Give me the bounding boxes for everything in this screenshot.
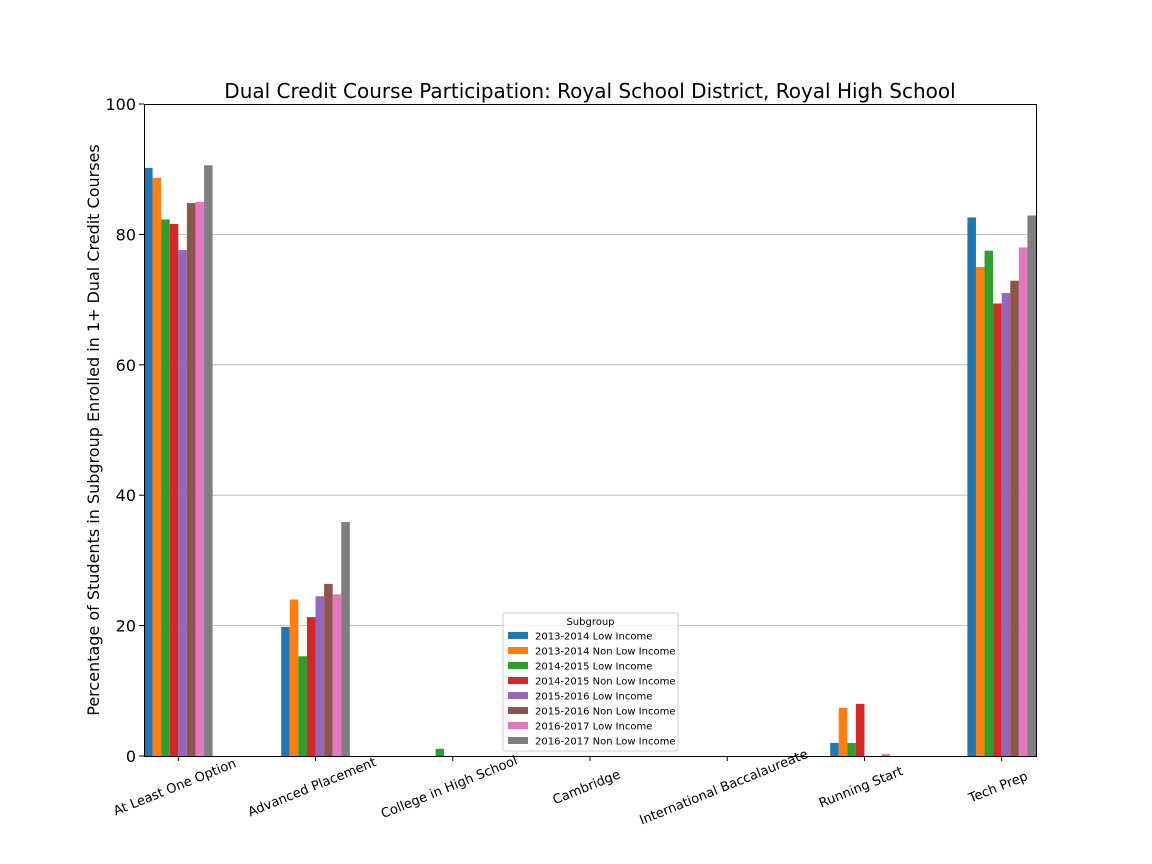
bar [984, 250, 994, 756]
y-tick-label: 20 [116, 617, 136, 636]
legend-swatch [508, 692, 528, 699]
bar [975, 267, 985, 756]
x-tick-label: International Baccalaureate [638, 747, 811, 828]
bar [289, 599, 299, 756]
bar [830, 742, 839, 756]
bar [152, 177, 162, 756]
gridlines [144, 233, 1036, 626]
y-axis-label: Percentage of Students in Subgroup Enrol… [84, 144, 103, 715]
bar [847, 742, 856, 756]
legend-swatch [508, 737, 528, 744]
x-axis: At Least One Option Advanced Placement Col… [112, 747, 1030, 828]
legend-label: 2015-2016 Low Income [535, 692, 652, 703]
bar [306, 617, 316, 756]
bar [161, 219, 170, 757]
bar [178, 250, 187, 756]
x-tick-label: Running Start [817, 764, 905, 811]
bar [324, 583, 333, 756]
bar [169, 223, 179, 756]
bars [144, 165, 1036, 757]
x-tick-label: Tech Prep [966, 769, 1030, 807]
legend-label: 2013-2014 Non Low Income [535, 647, 675, 658]
bar [195, 201, 205, 757]
bar [281, 626, 290, 756]
legend-label: 2014-2015 Low Income [535, 662, 652, 673]
bar [1001, 293, 1011, 756]
legend-label: 2016-2017 Non Low Income [535, 737, 675, 748]
bar [144, 167, 153, 756]
x-tick-label: Cambridge [551, 767, 623, 808]
y-tick-label: 100 [105, 95, 136, 114]
bar [186, 203, 196, 756]
legend: Subgroup 2013-2014 Low Income 2013-2014 N… [502, 612, 679, 752]
bar [315, 596, 325, 756]
legend-swatch [508, 632, 528, 639]
x-tick-label: College in High School [379, 753, 520, 822]
y-tick-label: 0 [126, 747, 136, 766]
bar [204, 165, 213, 757]
bar [341, 521, 350, 756]
bar [838, 707, 848, 756]
y-tick-label: 40 [116, 486, 136, 505]
legend-title: Subgroup [566, 617, 614, 628]
bar [881, 754, 891, 756]
legend-swatch [508, 722, 528, 729]
bar [298, 656, 307, 756]
chart-title: Dual Credit Course Participation: Royal … [224, 79, 955, 103]
legend-label: 2013-2014 Low Income [535, 632, 652, 643]
bar [332, 594, 342, 756]
legend-swatch [508, 662, 528, 669]
x-tick-label: Advanced Placement [246, 755, 379, 820]
legend-label: 2015-2016 Non Low Income [535, 707, 675, 718]
legend-swatch [508, 677, 528, 684]
legend-swatch [508, 707, 528, 714]
legend-frame [502, 612, 679, 752]
bar [435, 748, 445, 756]
y-tick-label: 80 [116, 225, 136, 244]
bar [967, 217, 976, 756]
legend-swatch [508, 647, 528, 654]
y-axis: 0 20 40 60 80 100 [105, 95, 144, 766]
legend-label: 2014-2015 Non Low Income [535, 677, 675, 688]
bar [855, 703, 865, 756]
bar [1010, 280, 1019, 756]
y-tick-label: 60 [116, 356, 136, 375]
bar [1018, 247, 1028, 756]
legend-label: 2016-2017 Low Income [535, 722, 652, 733]
bar [993, 303, 1002, 756]
bar [1027, 215, 1036, 756]
